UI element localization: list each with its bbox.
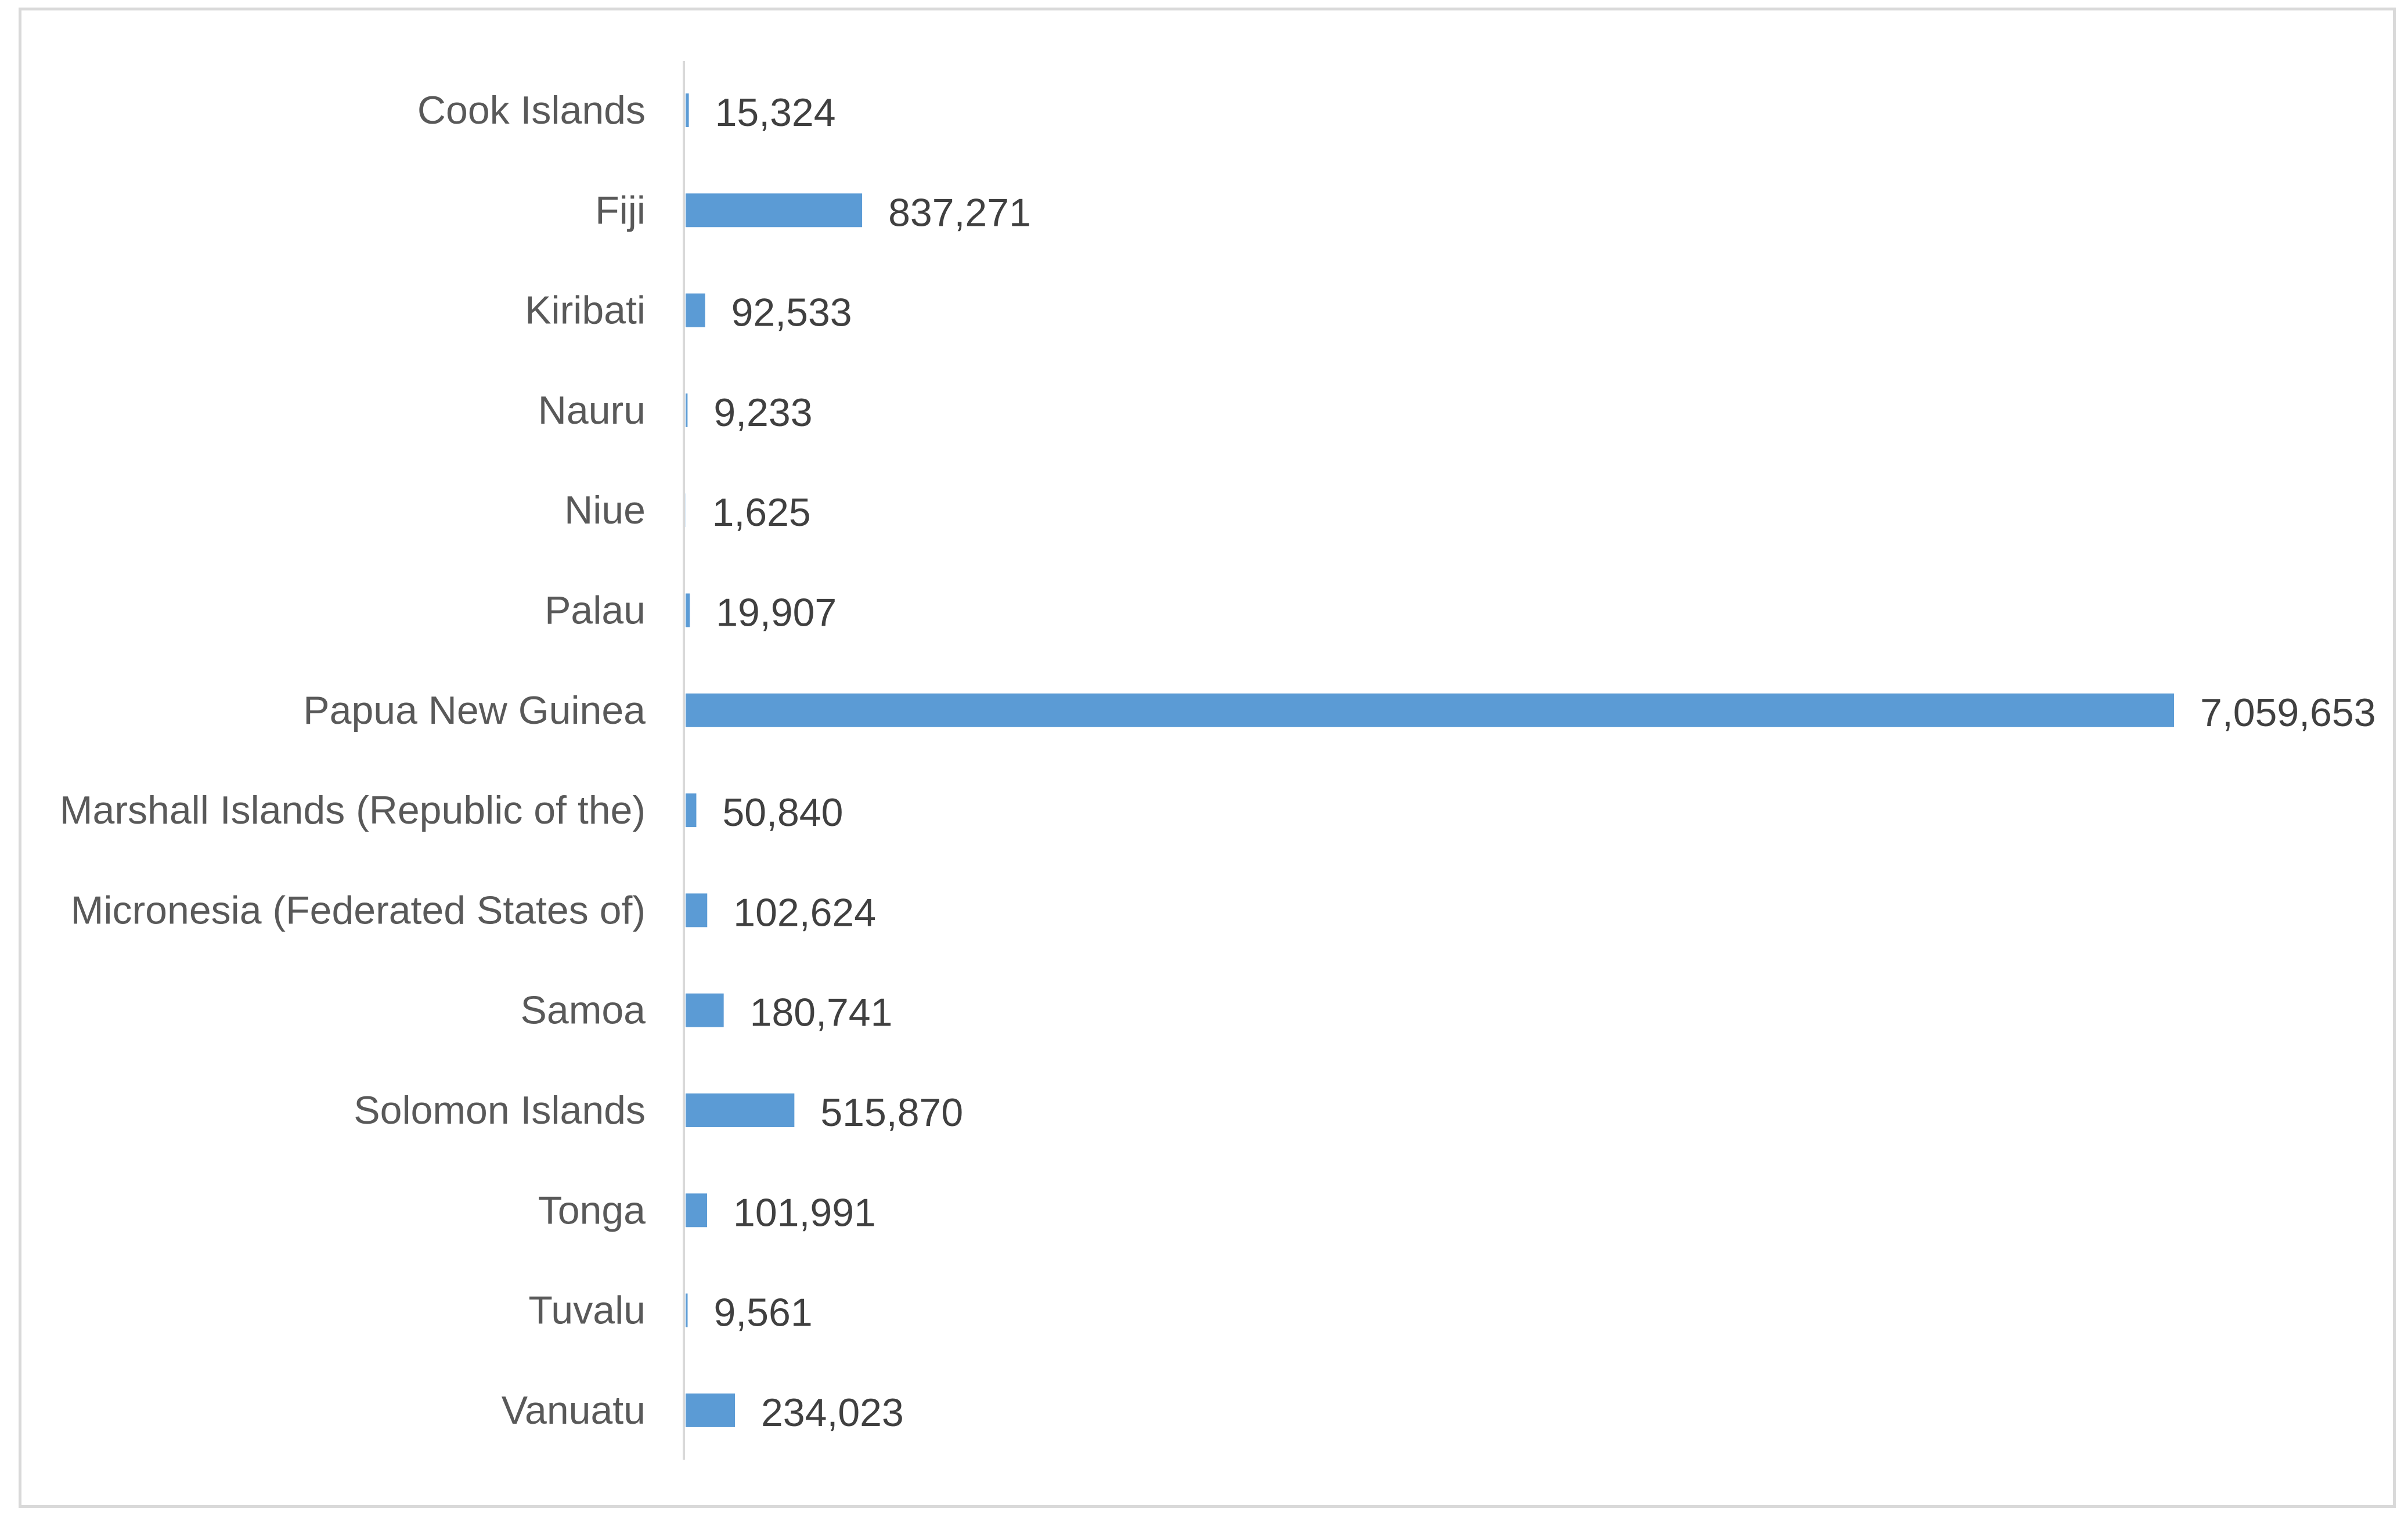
data-label: 837,271 (888, 190, 1031, 234)
bar-tonga (686, 1193, 708, 1228)
data-label: 102,624 (733, 890, 876, 934)
data-label: 9,561 (713, 1291, 812, 1335)
bar-tuvalu (686, 1293, 688, 1327)
bar-vanuatu (686, 1393, 735, 1427)
category-label: Samoa (521, 988, 646, 1033)
category-label: Tonga (538, 1188, 646, 1232)
bar-micronesia-federated-states-of (686, 893, 708, 927)
bar-fiji (686, 193, 863, 228)
category-label: Tuvalu (528, 1288, 646, 1333)
category-label: Fiji (595, 188, 646, 232)
category-label: Papua New Guinea (303, 688, 646, 732)
bar-marshall-islands-republic-of-the (686, 793, 697, 828)
category-label: Solomon Islands (354, 1088, 646, 1132)
bar-solomon-islands (686, 1093, 795, 1127)
bar-palau (686, 593, 690, 627)
bar-papua-new-guinea (686, 693, 2174, 727)
chart-frame (19, 8, 2396, 1508)
category-label: Marshall Islands (Republic of the) (60, 788, 646, 832)
data-label: 50,840 (722, 791, 843, 835)
data-label: 92,533 (731, 291, 852, 335)
category-label: Nauru (538, 388, 646, 432)
category-label: Palau (545, 589, 646, 633)
data-label: 15,324 (715, 91, 836, 135)
bar-samoa (686, 993, 724, 1027)
data-label: 19,907 (716, 591, 837, 635)
bar-nauru (686, 393, 688, 427)
data-label: 9,233 (713, 391, 812, 435)
category-label: Vanuatu (502, 1388, 646, 1432)
category-label: Cook Islands (417, 88, 646, 132)
bar-kiribati (686, 293, 705, 327)
data-label: 515,870 (820, 1091, 963, 1135)
category-label: Micronesia (Federated States of) (71, 888, 646, 932)
data-label: 7,059,653 (2200, 691, 2376, 735)
data-label: 234,023 (761, 1391, 904, 1435)
category-label: Niue (564, 488, 646, 532)
category-label: Kiribati (525, 288, 646, 333)
data-label: 101,991 (733, 1190, 876, 1235)
bar-cook-islands (686, 93, 689, 127)
data-label: 1,625 (712, 490, 811, 535)
data-label: 180,741 (750, 991, 893, 1035)
